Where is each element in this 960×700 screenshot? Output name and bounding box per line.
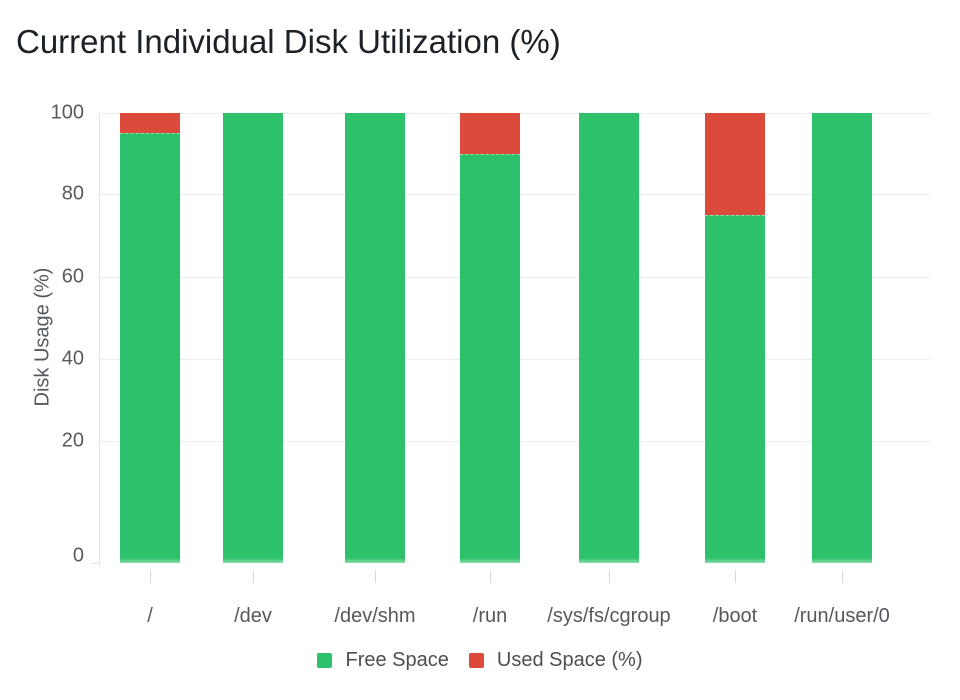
bar-group-sys-fs-cgroup[interactable] (579, 113, 639, 563)
bar-free-segment (579, 113, 639, 563)
bar-free-segment (345, 113, 405, 563)
x-tick-mark (609, 570, 610, 583)
x-tick-mark (842, 570, 843, 583)
legend-item-free-space[interactable]: Free Space (317, 649, 449, 671)
x-tick-mark (735, 570, 736, 583)
bar-group-[interactable] (120, 113, 180, 563)
bar-group-dev-shm[interactable] (345, 113, 405, 563)
legend-swatch-used-space (468, 652, 484, 668)
x-tick-mark (490, 570, 491, 583)
legend-item-used-space[interactable]: Used Space (%) (468, 649, 643, 671)
y-tick-label: 0 (72, 544, 84, 567)
legend-label: Used Space (%) (496, 649, 643, 671)
x-axis-label-boot: /boot (712, 605, 758, 627)
bar-group-run[interactable] (460, 113, 520, 563)
x-tick-mark (253, 570, 254, 583)
x-tick-mark (375, 570, 376, 583)
bar-used-segment (120, 113, 180, 134)
plot-area: 100 80 60 40 20 0 / /dev/dev/shm/run/sys/fs/cgr… (51, 102, 930, 627)
bar-free-segment (120, 133, 180, 563)
bar-group-run-user-0[interactable] (812, 113, 872, 563)
y-axis-line (99, 113, 100, 566)
x-axis-label-run-user-0: /run/user/0 (794, 605, 890, 627)
y-axis-title: Disk Usage (%) (31, 267, 54, 407)
x-tick-mark (150, 570, 151, 583)
bar-free-segment (223, 113, 283, 563)
y-tick-label: 100 (50, 101, 84, 124)
x-axis-label-sys-fs-cgroup: /sys/fs/cgroup (547, 605, 671, 627)
y-axis-zero-tick (92, 563, 99, 564)
y-tick-label: 80 (61, 182, 84, 205)
bar-free-segment (705, 214, 765, 563)
y-tick-label: 60 (61, 265, 84, 288)
x-axis-label-dev-shm: /dev/shm (334, 605, 416, 627)
chart-title: Current Individual Disk Utilization (%) (16, 23, 561, 60)
x-axis-label-run: /run (472, 605, 508, 627)
legend: Free Space Used Space (%) (0, 650, 960, 670)
bar-group-dev[interactable] (223, 113, 283, 563)
x-axis-label-dev: /dev (234, 605, 272, 627)
y-tick-label: 20 (61, 429, 84, 452)
bar-used-segment (705, 113, 765, 215)
legend-swatch-free-space (317, 652, 333, 668)
bar-used-segment (460, 113, 520, 154)
x-axis-label-: / (147, 605, 153, 627)
bar-free-segment (460, 153, 520, 563)
bar-free-segment (812, 113, 872, 563)
legend-label: Free Space (345, 649, 449, 671)
y-tick-label: 40 (61, 347, 84, 370)
bar-group-boot[interactable] (705, 113, 765, 563)
